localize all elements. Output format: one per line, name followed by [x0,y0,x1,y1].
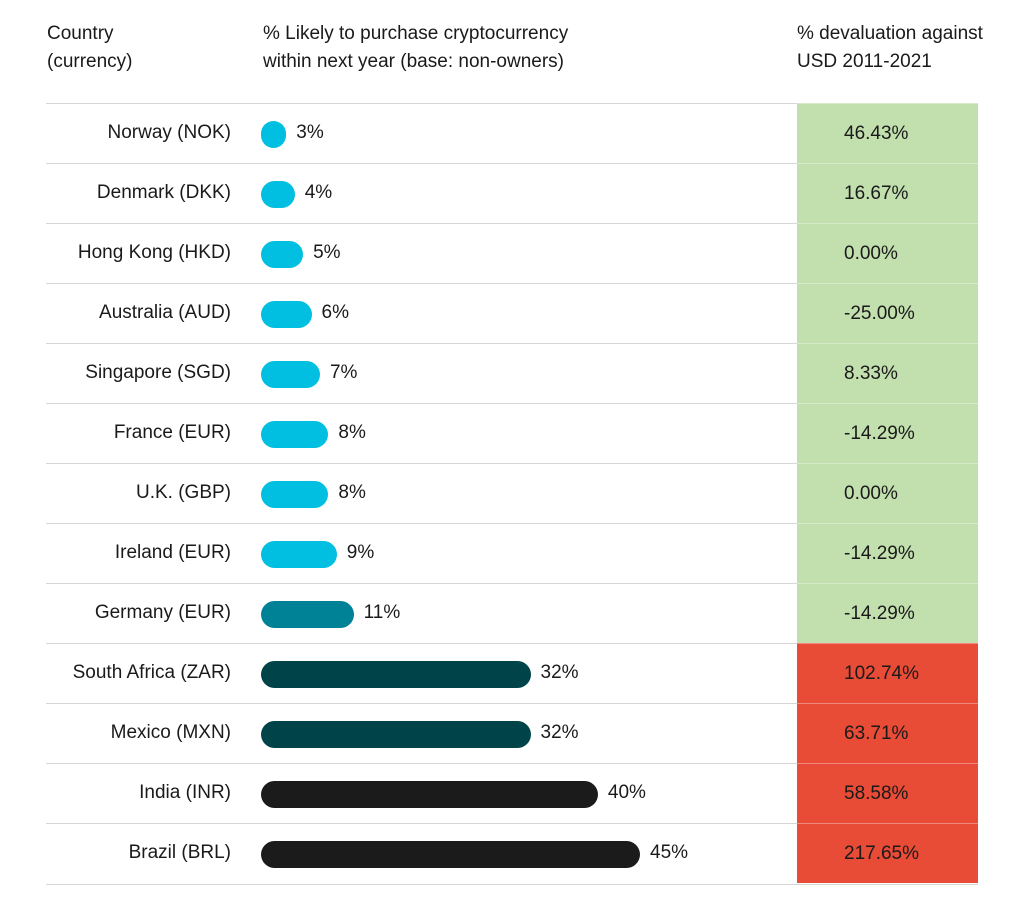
country-label: Hong Kong (HKD) [77,242,231,263]
header-devaluation-line1: % devaluation against [797,23,983,44]
bar [261,181,295,208]
bar [261,781,598,808]
bar-value-label: 40% [607,782,646,803]
header-country-line1: Country [47,23,114,44]
table-row: India (INR) 40% 58.58% [46,762,978,823]
devaluation-cell: 0.00% [797,222,978,283]
chart-table: Norway (NOK) 3% 46.43% Denmark (DKK) 4% 16.67… [46,102,978,885]
table-row: Ireland (EUR) 9% -14.29% [46,522,978,583]
table-row: U.K. (GBP) 8% 0.00% [46,462,978,523]
bar-value-label: 45% [650,842,689,863]
country-label: Brazil (BRL) [128,842,231,863]
devaluation-cell: -25.00% [797,282,978,343]
bar [261,601,354,628]
country-label: Norway (NOK) [107,122,231,143]
bar [261,721,531,748]
bar-value-label: 11% [363,602,401,623]
country-label: Denmark (DKK) [96,182,231,203]
country-label: Ireland (EUR) [114,542,231,563]
header-country: Country (currency) [47,20,133,76]
bar-value-label: 7% [329,362,358,383]
bar-value-label: 9% [346,542,375,563]
devaluation-cell: 8.33% [797,342,978,403]
bar [261,481,329,508]
bar-value-label: 4% [304,182,333,203]
bar-value-label: 32% [540,662,579,683]
devaluation-cell: 102.74% [797,642,978,703]
bar [261,841,640,868]
devaluation-cell: -14.29% [797,402,978,463]
table-row: Norway (NOK) 3% 46.43% [46,102,978,163]
bar [261,541,337,568]
country-label: Singapore (SGD) [85,362,231,383]
bar [261,121,287,148]
table-row: France (EUR) 8% -14.29% [46,402,978,463]
country-label: U.K. (GBP) [135,482,231,503]
table-row: Australia (AUD) 6% -25.00% [46,282,978,343]
bar-value-label: 32% [540,722,579,743]
devaluation-cell: 63.71% [797,702,978,763]
country-label: Germany (EUR) [94,602,231,623]
header-likely-line2: within next year (base: non-owners) [263,51,564,72]
devaluation-cell: -14.29% [797,522,978,583]
bar-value-label: 8% [338,422,366,443]
table-row: Denmark (DKK) 4% 16.67% [46,162,978,223]
table-row: Mexico (MXN) 32% 63.71% [46,702,978,763]
devaluation-cell: 217.65% [797,822,978,883]
header-likely-to-purchase: % Likely to purchase cryptocurrency with… [263,20,568,76]
bar-value-label: 3% [296,122,324,143]
bar [261,661,531,688]
header-devaluation-line2: USD 2011-2021 [797,51,932,72]
bar-value-label: 8% [338,482,366,503]
header-likely-line1: % Likely to purchase cryptocurrency [263,23,569,44]
devaluation-cell: -14.29% [797,582,978,643]
country-label: South Africa (ZAR) [72,662,231,683]
country-label: Australia (AUD) [99,302,231,323]
bar [261,421,329,448]
table-row: South Africa (ZAR) 32% 102.74% [46,642,978,703]
bar-value-label: 5% [313,242,341,263]
devaluation-cell: 0.00% [797,462,978,523]
devaluation-cell: 58.58% [797,762,978,823]
table-row: Brazil (BRL) 45% 217.65% [46,822,978,885]
country-label: France (EUR) [113,422,231,443]
header-country-line2: (currency) [47,51,133,72]
table-row: Hong Kong (HKD) 5% 0.00% [46,222,978,283]
bar [261,361,320,388]
table-row: Germany (EUR) 11% -14.29% [46,582,978,643]
bar-value-label: 6% [321,302,349,323]
table-row: Singapore (SGD) 7% 8.33% [46,342,978,403]
devaluation-cell: 46.43% [797,102,978,163]
header-devaluation: % devaluation against USD 2011-2021 [797,20,983,76]
bar [261,301,312,328]
devaluation-cell: 16.67% [797,162,978,223]
country-label: Mexico (MXN) [110,722,231,743]
country-label: India (INR) [139,782,231,803]
bar [261,241,304,268]
